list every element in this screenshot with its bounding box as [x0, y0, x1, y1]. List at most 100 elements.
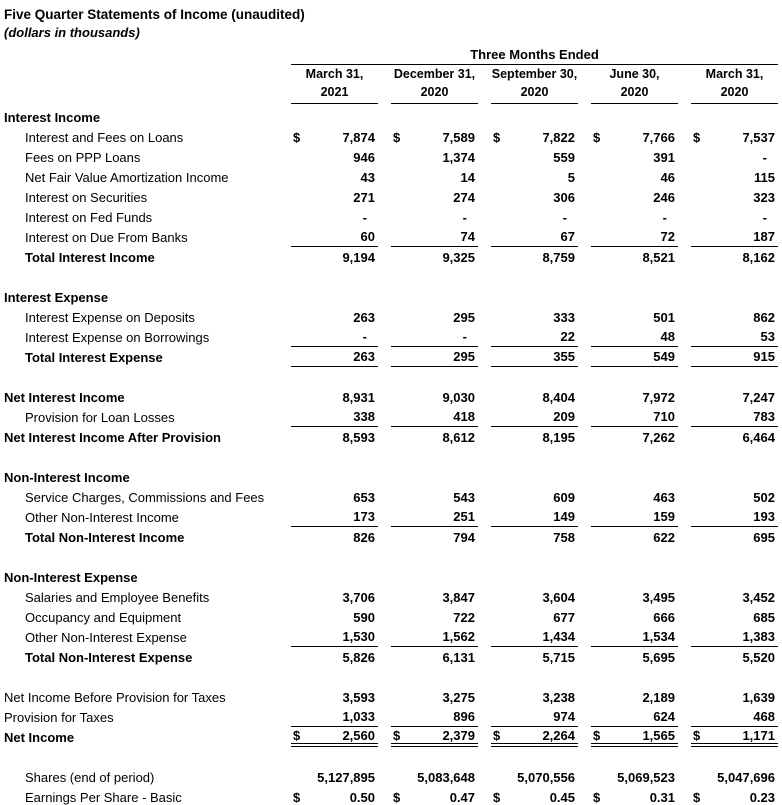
amount-value: 193	[753, 509, 775, 524]
amount-value: 7,537	[742, 129, 775, 145]
row-label: Service Charges, Commissions and Fees	[25, 489, 265, 505]
amount-value: 6,131	[442, 649, 475, 665]
table-row: Net Income $2,560 $2,379 $2,264 $1,565 $1,171	[4, 727, 780, 747]
amount-cell: -	[591, 207, 678, 227]
amount-cell: 43	[291, 167, 378, 187]
amount-value: 3,706	[342, 589, 375, 605]
column-year: 2020	[620, 85, 649, 99]
amount-cell: 1,434	[491, 627, 578, 647]
amount-cell: 271	[291, 187, 378, 207]
amount-value: 46	[660, 169, 675, 185]
row-label: Occupancy and Equipment	[25, 609, 182, 625]
amount-value: 0.45	[549, 789, 575, 805]
amount-value: 3,275	[442, 689, 475, 705]
dollar-sign: $	[393, 129, 401, 145]
amount-value: 5,520	[742, 649, 775, 665]
amount-value: 60	[360, 229, 375, 244]
amount-value: 624	[653, 709, 675, 724]
amount-value: 9,194	[342, 249, 375, 265]
amount-cell: -	[391, 207, 478, 227]
amount-value: 2,264	[542, 727, 575, 743]
row-label: Net Income Before Provision for Taxes	[4, 689, 226, 705]
amount-value: 0.47	[449, 789, 475, 805]
amount-value: 173	[353, 509, 375, 524]
amount-value: 0.23	[749, 789, 775, 805]
amount-value: 274	[453, 189, 475, 205]
table-row: Total Interest Expense 263 295 355 549 915	[4, 347, 780, 367]
row-label: Interest on Fed Funds	[25, 209, 153, 225]
amount-value: 5,127,895	[317, 769, 375, 785]
amount-value: 6,464	[742, 429, 775, 445]
dollar-sign: $	[493, 789, 501, 805]
page-subtitle: (dollars in thousands)	[4, 25, 140, 40]
row-label: Net Interest Income After Provision	[4, 429, 221, 445]
table-row: Interest Expense on Deposits 263 295 333 501…	[4, 307, 780, 327]
amount-value: 1,562	[442, 629, 475, 644]
row-label: Shares (end of period)	[25, 769, 155, 785]
amount-cell: 1,562	[391, 627, 478, 647]
column-date: March 31,	[305, 67, 364, 81]
amount-value: 187	[753, 229, 775, 244]
amount-cell: $7,589	[391, 127, 478, 147]
table-row: Other Non-Interest Expense 1,530 1,562 1,43…	[4, 627, 780, 647]
amount-cell: 46	[591, 167, 678, 187]
amount-cell: 794	[391, 527, 478, 547]
amount-cell: 3,847	[391, 587, 478, 607]
amount-value: 0.50	[349, 789, 375, 805]
amount-value: 590	[353, 609, 375, 625]
amount-value: 115	[754, 169, 775, 185]
amount-value: 263	[353, 309, 375, 325]
amount-cell: $0.31	[591, 787, 678, 805]
page-title: Five Quarter Statements of Income (unaud…	[4, 7, 305, 22]
column-header-q5: March 31, 2020	[691, 65, 778, 104]
table-row: Total Non-Interest Expense 5,826 6,131 5,71…	[4, 647, 780, 667]
amount-cell: 418	[391, 407, 478, 427]
amount-value: 251	[453, 509, 475, 524]
amount-value: -	[762, 209, 767, 225]
amount-value: 1,383	[742, 629, 775, 644]
amount-cell: 7,262	[591, 427, 678, 447]
table-row: Interest on Securities 271 274 306 246 323	[4, 187, 780, 207]
row-label: Fees on PPP Loans	[25, 149, 141, 165]
amount-cell: -	[691, 207, 778, 227]
amount-value: 8,195	[542, 429, 575, 445]
row-label: Interest on Securities	[25, 189, 148, 205]
column-header-row: March 31, 2021 December 31, 2020 Septemb…	[4, 65, 780, 104]
amount-cell: 9,194	[291, 247, 378, 267]
amount-cell: $1,171	[691, 727, 778, 747]
amount-cell: 463	[591, 487, 678, 507]
amount-cell: 7,247	[691, 387, 778, 407]
amount-value: -	[562, 209, 567, 225]
amount-cell: 590	[291, 607, 378, 627]
amount-value: 22	[560, 329, 575, 344]
amount-cell: 502	[691, 487, 778, 507]
amount-cell: 3,593	[291, 687, 378, 707]
amount-cell: 391	[591, 147, 678, 167]
amount-value: 666	[653, 609, 675, 625]
amount-value: 53	[760, 329, 775, 344]
amount-cell: 946	[291, 147, 378, 167]
amount-value: 1,033	[342, 709, 375, 724]
amount-value: 7,589	[442, 129, 475, 145]
amount-value: 3,593	[342, 689, 375, 705]
amount-cell: $2,264	[491, 727, 578, 747]
dollar-sign: $	[493, 129, 501, 145]
amount-cell: 3,604	[491, 587, 578, 607]
amount-value: 695	[753, 529, 775, 545]
table-row: Interest Income	[4, 107, 780, 127]
table-row: Earnings Per Share - Basic $0.50 $0.47 $0.4…	[4, 787, 780, 805]
amount-cell: 60	[291, 227, 378, 247]
amount-cell: 72	[591, 227, 678, 247]
amount-value: 7,822	[542, 129, 575, 145]
amount-cell: 209	[491, 407, 578, 427]
dollar-sign: $	[293, 789, 301, 805]
spacer-row	[4, 747, 780, 767]
amount-cell: 559	[491, 147, 578, 167]
table-row: Net Interest Income 8,931 9,030 8,404 7,972 7…	[4, 387, 780, 407]
amount-value: 7,247	[742, 389, 775, 405]
amount-value: 1,434	[542, 629, 575, 644]
amount-cell: 355	[491, 347, 578, 367]
column-header-q2: December 31, 2020	[391, 65, 478, 104]
amount-cell: 8,521	[591, 247, 678, 267]
